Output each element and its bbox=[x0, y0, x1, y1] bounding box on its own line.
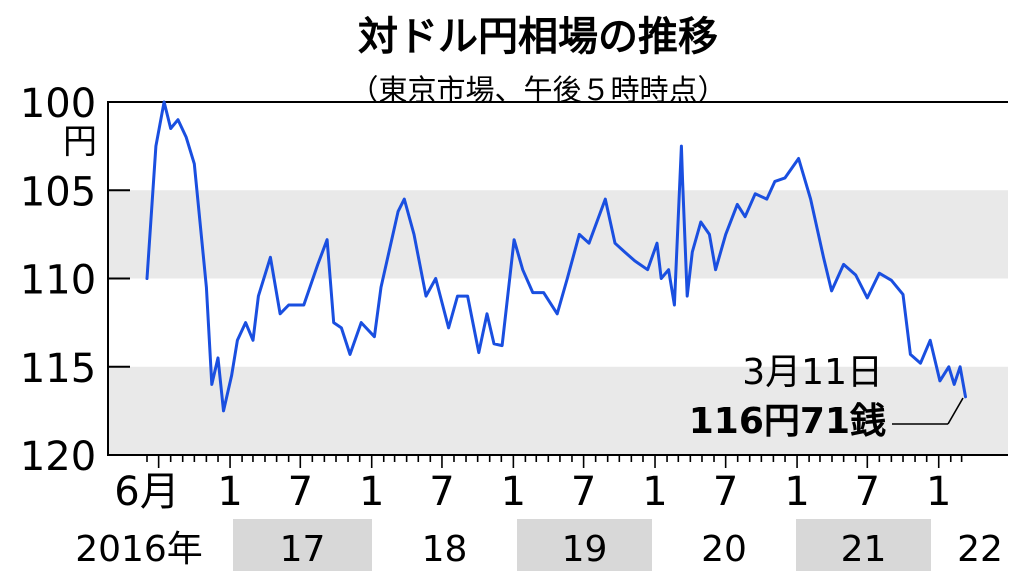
band-0 bbox=[108, 190, 1008, 279]
year-cell-5 bbox=[796, 519, 931, 571]
band-1 bbox=[108, 366, 1008, 455]
y-tick-label-0: 100 bbox=[20, 81, 96, 127]
x-tick-label-3: 1 bbox=[359, 469, 384, 515]
x-axis: 6月 1 7 1 7 1 7 1 7 1 7 1 bbox=[114, 455, 963, 515]
year-cell-3 bbox=[517, 519, 652, 571]
annotation-date: 3月11日 bbox=[742, 352, 883, 393]
year-label-1: 17 bbox=[280, 529, 326, 570]
year-label-5: 21 bbox=[841, 529, 887, 570]
year-label-0: 2016年 bbox=[75, 529, 203, 570]
chart-subtitle: （東京市場、午後５時時点） bbox=[349, 73, 726, 107]
x-tick-label-7: 1 bbox=[642, 469, 667, 515]
y-unit-label: 円 bbox=[63, 122, 97, 162]
year-label-6: 22 bbox=[957, 529, 1003, 570]
x-tick-label-4: 7 bbox=[429, 469, 454, 515]
annotation-value: 116円71銭 bbox=[689, 401, 886, 442]
x-tick-label-5: 1 bbox=[501, 469, 526, 515]
y-tick-label-2: 110 bbox=[20, 258, 96, 304]
y-tick-label-3: 115 bbox=[20, 346, 96, 392]
year-label-3: 19 bbox=[562, 529, 608, 570]
y-tick-label-4: 120 bbox=[20, 434, 96, 480]
year-cell-1 bbox=[233, 519, 372, 571]
annotation-leader-diagonal bbox=[947, 397, 964, 425]
series-line-usd-jpy bbox=[145, 100, 967, 413]
chart-title: 対ドル円相場の推移 bbox=[358, 14, 718, 60]
year-band: 2016年 17 18 19 20 21 22 bbox=[75, 519, 1003, 571]
y-axis: 100 105 110 115 120 bbox=[20, 81, 130, 480]
x-tick-label-10: 7 bbox=[855, 469, 880, 515]
x-tick-label-0: 6月 bbox=[114, 469, 179, 515]
y-tick-label-1: 105 bbox=[20, 169, 96, 215]
x-tick-label-2: 7 bbox=[288, 469, 313, 515]
x-tick-label-1: 1 bbox=[217, 469, 242, 515]
x-tick-label-6: 7 bbox=[571, 469, 596, 515]
x-tick-label-11: 1 bbox=[926, 469, 951, 515]
year-label-4: 20 bbox=[701, 529, 747, 570]
x-tick-label-8: 7 bbox=[713, 469, 738, 515]
year-label-2: 18 bbox=[422, 529, 468, 570]
shaded-bands bbox=[108, 190, 1008, 455]
x-tick-label-9: 1 bbox=[784, 469, 809, 515]
